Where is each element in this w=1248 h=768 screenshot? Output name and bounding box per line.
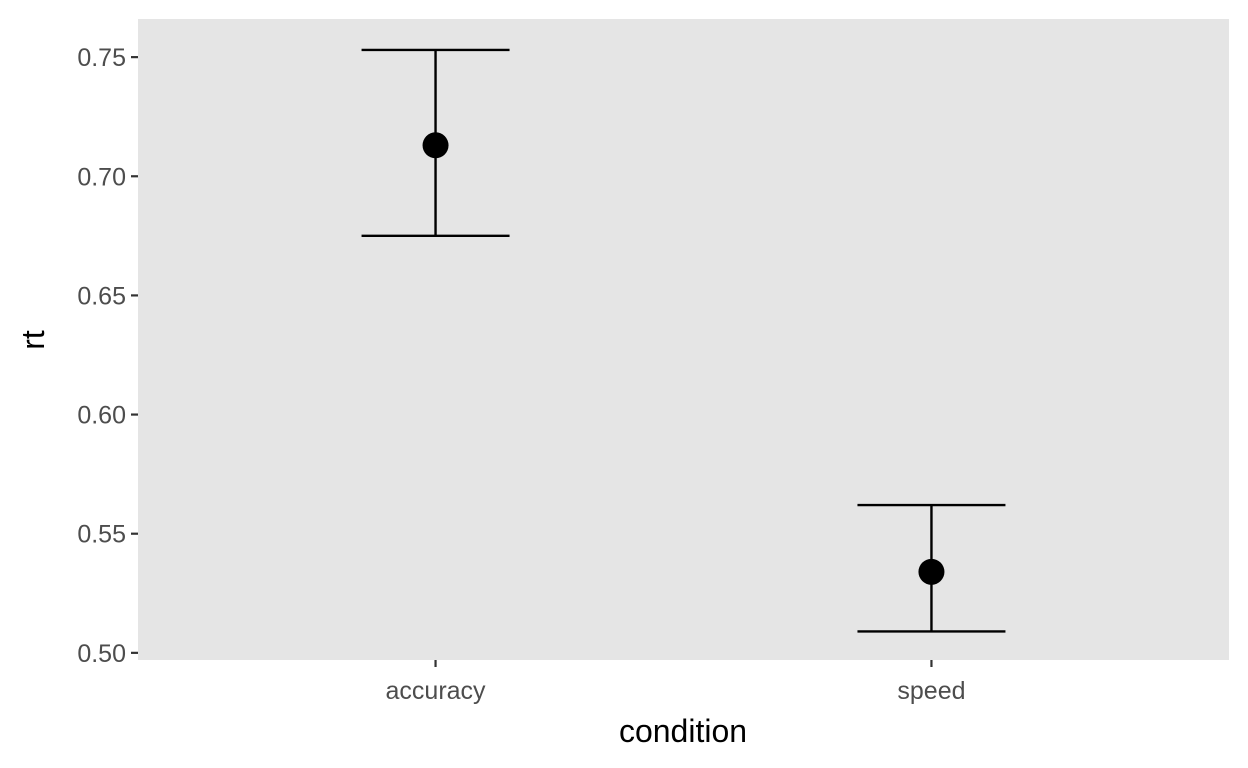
y-tick-label: 0.65 bbox=[77, 282, 126, 310]
data-marks bbox=[361, 48, 1006, 633]
x-tick-label: speed bbox=[897, 677, 965, 705]
y-tick-label: 0.60 bbox=[77, 402, 126, 430]
y-axis: 0.50 0.55 0.60 0.65 0.70 0.75 bbox=[77, 44, 138, 668]
errorbar-speed bbox=[857, 503, 1006, 633]
mean-point-speed bbox=[918, 558, 945, 585]
errorbar-accuracy bbox=[361, 48, 510, 238]
y-tick-label: 0.50 bbox=[77, 640, 126, 668]
plot-panel bbox=[138, 19, 1229, 660]
y-tick-label: 0.55 bbox=[77, 521, 126, 549]
mean-point-accuracy bbox=[422, 132, 449, 159]
y-tick-label: 0.70 bbox=[77, 163, 126, 191]
x-tick-label: accuracy bbox=[386, 677, 487, 705]
y-axis-title: rt bbox=[15, 330, 51, 350]
x-axis: accuracy speed bbox=[386, 660, 966, 705]
x-axis-title: condition bbox=[619, 713, 747, 749]
y-tick-label: 0.75 bbox=[77, 44, 126, 72]
